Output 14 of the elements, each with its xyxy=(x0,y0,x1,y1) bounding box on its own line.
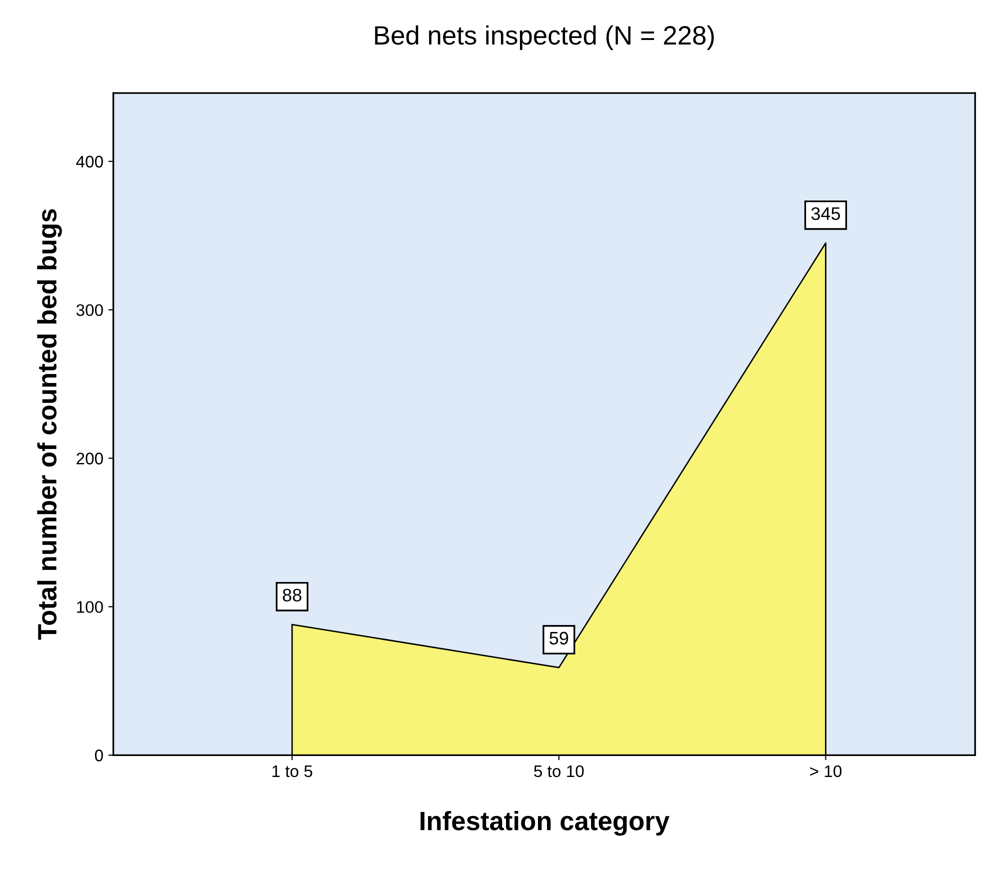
y-tick-label: 400 xyxy=(76,156,103,168)
y-tick-label: 200 xyxy=(76,452,103,464)
x-tick-label: 1 to 5 xyxy=(272,765,312,778)
y-tick-label: 300 xyxy=(76,304,103,316)
y-tick-label: 0 xyxy=(94,750,103,762)
y-axis-title: Total number of counted bed bugs xyxy=(37,209,62,640)
data-label: 59 xyxy=(550,632,568,645)
y-tick-label: 100 xyxy=(77,601,103,613)
data-label: 88 xyxy=(282,588,302,602)
x-tick-label: > 10 xyxy=(810,765,842,778)
x-axis-title: Infestation category xyxy=(420,810,670,836)
chart-title: Bed nets inspected (N = 228) xyxy=(375,25,714,50)
data-label: 345 xyxy=(811,207,840,220)
x-tick-label: 5 to 10 xyxy=(534,765,584,778)
